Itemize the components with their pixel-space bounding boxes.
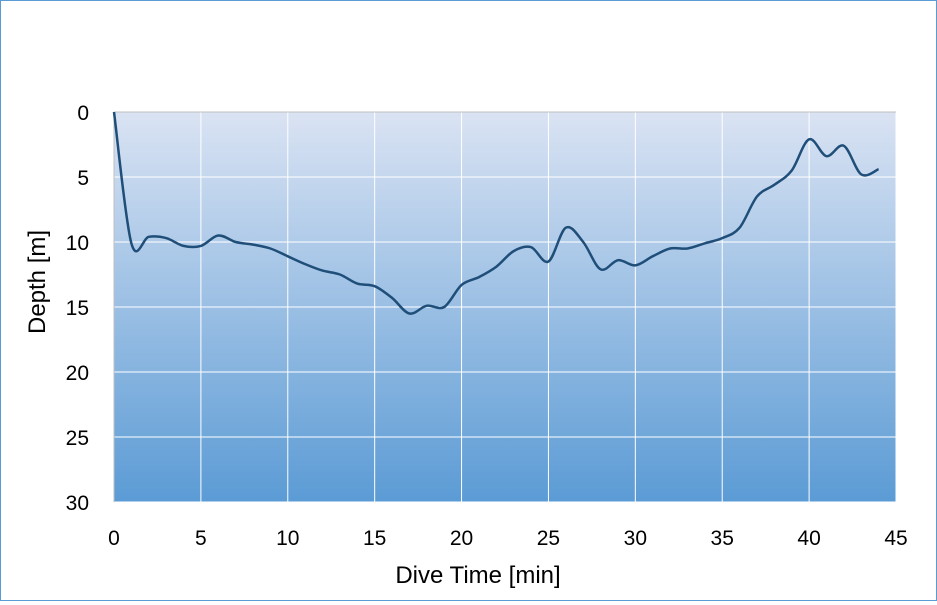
y-tick-label: 10	[66, 232, 89, 255]
depth-line	[112, 111, 880, 315]
y-tick-label: 25	[66, 427, 89, 450]
x-tick-label: 25	[537, 527, 560, 550]
x-tick-label: 10	[276, 527, 299, 550]
y-axis-label: Depth [m]	[24, 230, 51, 334]
x-tick-label: 5	[195, 527, 207, 550]
y-tick-label: 20	[66, 362, 89, 385]
y-tick-label: 5	[77, 167, 89, 190]
x-tick-label: 0	[108, 527, 120, 550]
x-tick-label: 20	[450, 527, 473, 550]
x-tick-label: 45	[884, 527, 907, 550]
y-axis-ticks: 0 5 10 15 20 25 30	[66, 102, 89, 515]
x-axis-label: Dive Time [min]	[395, 562, 560, 589]
y-tick-label: 0	[77, 102, 89, 125]
y-tick-label: 30	[66, 492, 89, 515]
x-tick-label: 30	[624, 527, 647, 550]
x-axis-ticks: 0 5 10 15 20 25 30 35 40 45	[108, 527, 908, 550]
x-tick-label: 40	[797, 527, 820, 550]
y-tick-label: 15	[66, 297, 89, 320]
x-tick-label: 35	[711, 527, 734, 550]
gridlines	[113, 111, 897, 503]
x-tick-label: 15	[363, 527, 386, 550]
